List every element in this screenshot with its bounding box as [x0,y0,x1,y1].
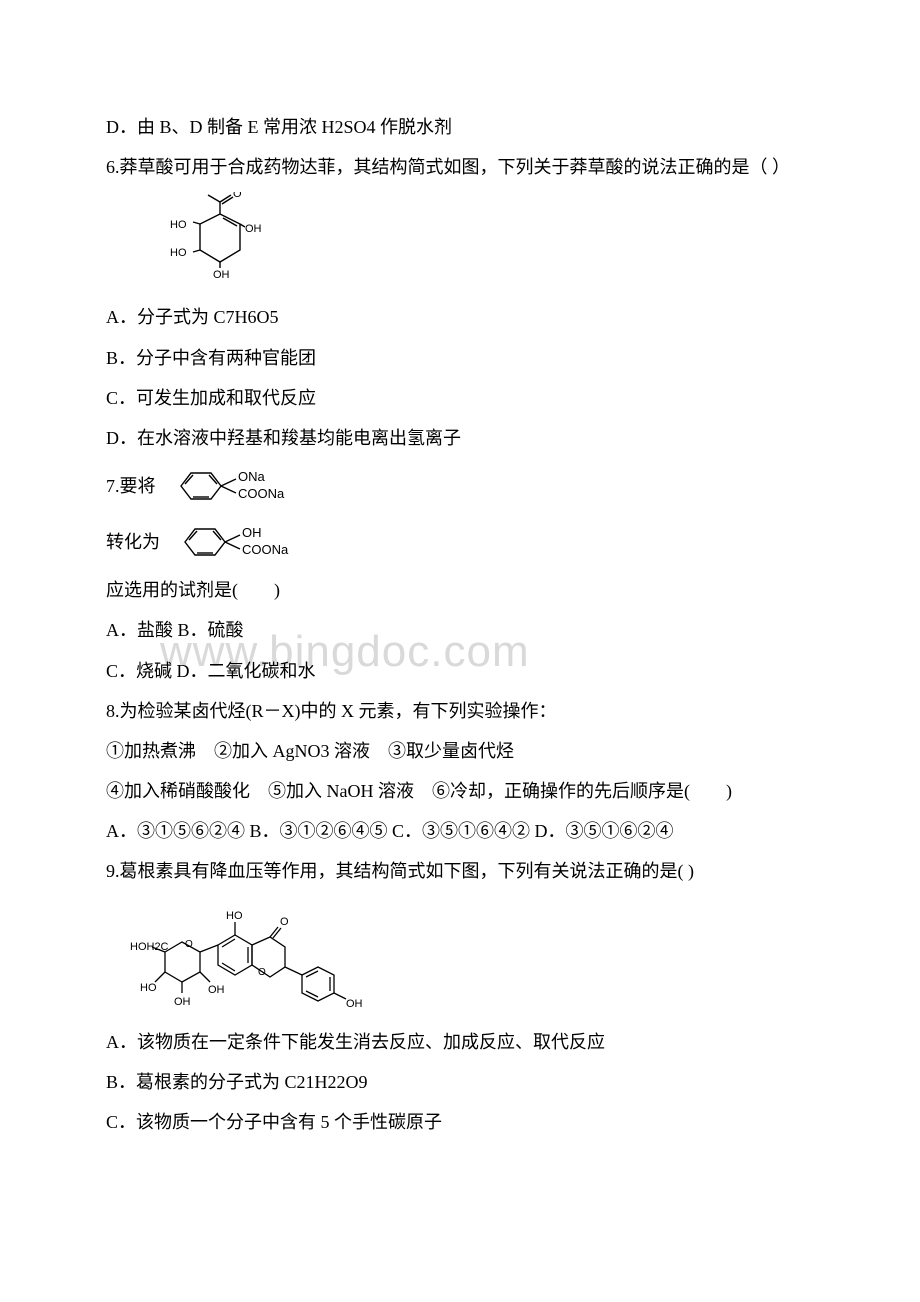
prev-option-d: D．由 B、D 制备 E 常用浓 H2SO4 作脱水剂 [70,110,850,144]
q7-line2: 转化为 OH COONa [70,517,850,567]
q9-option-c: C．该物质一个分子中含有 5 个手性碳原子 [70,1105,850,1139]
q6-option-a: A．分子式为 C7H6O5 [70,300,850,334]
q7-mid: 转化为 [106,525,160,559]
q6-option-d: D．在水溶液中羟基和羧基均能电离出氢离子 [70,421,850,455]
q7-lead: 7.要将 [106,469,156,503]
document-content: D．由 B、D 制备 E 常用浓 H2SO4 作脱水剂 6.莽草酸可用于合成药物… [70,110,850,1139]
q8-intro: 8.为检验某卤代烃(R－X)中的 X 元素，有下列实验操作： [70,694,850,728]
svg-text:OH: OH [208,984,225,996]
svg-text:OH: OH [174,996,191,1008]
q9-structure: HOH2C O HO OH OH HO O O OH [130,897,850,1017]
svg-text:COONa: COONa [242,542,289,557]
q7-option-ab: A．盐酸 B．硫酸 [70,613,850,647]
q8-choices: A．③①⑤⑥②④ B．③①②⑥④⑤ C．③⑤①⑥④② D．③⑤①⑥②④ [70,814,850,848]
q9-option-a: A．该物质在一定条件下能发生消去反应、加成反应、取代反应 [70,1025,850,1059]
q7-structure-2: OH COONa [160,517,310,567]
q9-option-b: B．葛根素的分子式为 C21H22O9 [70,1065,850,1099]
svg-text:HO: HO [170,219,187,231]
svg-text:HO: HO [140,982,157,994]
q9-intro: 9.葛根素具有降血压等作用，其结构简式如下图，下列有关说法正确的是( ) [70,854,850,888]
svg-text:ONa: ONa [238,469,266,484]
svg-text:HOH2C: HOH2C [130,941,169,953]
q7-structure-1: ONa COONa [156,461,306,511]
q6-intro: 6.莽草酸可用于合成药物达菲，其结构简式如图，下列关于莽草酸的说法正确的是（ ） [70,150,850,184]
svg-text:HO: HO [226,910,243,922]
svg-text:O: O [233,192,242,200]
q7-option-cd: C．烧碱 D．二氧化碳和水 [70,654,850,688]
q6-structure: O OH HO HO OH [165,192,850,292]
q6-option-c: C．可发生加成和取代反应 [70,381,850,415]
svg-text:OH: OH [245,223,262,235]
q8-ops2: ④加入稀硝酸酸化 ⑤加入 NaOH 溶液 ⑥冷却，正确操作的先后顺序是( ) [70,774,850,808]
svg-text:COONa: COONa [238,486,285,501]
svg-text:O: O [185,939,193,950]
svg-text:O: O [280,916,289,928]
svg-text:OH: OH [242,525,262,540]
q6-option-b: B．分子中含有两种官能团 [70,341,850,375]
svg-text:OH: OH [346,998,363,1010]
q7-line1: 7.要将 ONa COONa [70,461,850,511]
q8-ops1: ①加热煮沸 ②加入 AgNO3 溶液 ③取少量卤代烃 [70,734,850,768]
svg-text:O: O [258,967,266,978]
svg-text:OH: OH [213,269,230,281]
svg-text:HO: HO [170,247,187,259]
q7-tail: 应选用的试剂是( ) [70,573,850,607]
